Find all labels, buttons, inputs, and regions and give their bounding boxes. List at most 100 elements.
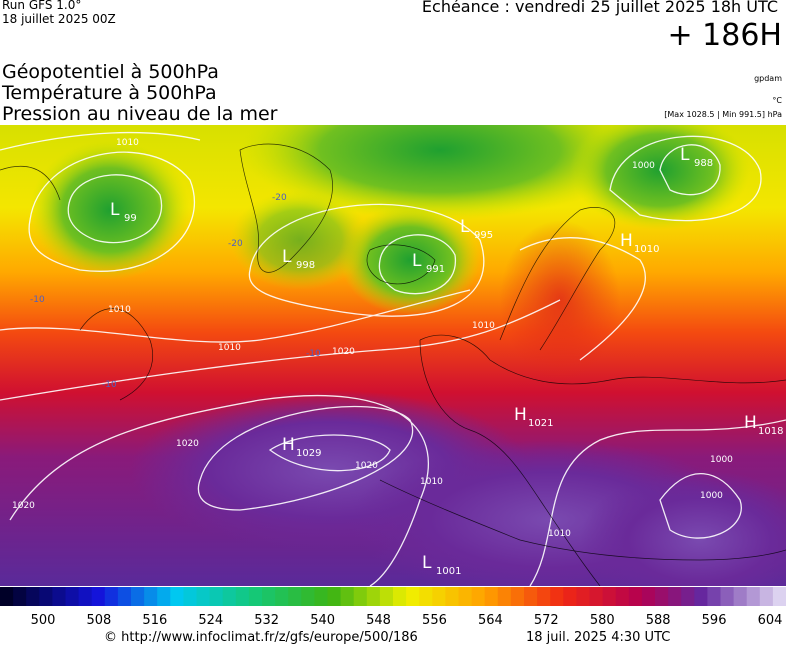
source-link: © http://www.infoclimat.fr/z/gfs/europe/… [104,630,418,645]
unit-temp: °C [772,96,782,105]
colorbar-swatch [406,587,420,606]
colorbar-swatch [432,587,446,606]
colorbar-swatch [772,587,786,606]
colorbar-swatch [301,587,315,606]
isobar-label: 1020 [332,347,355,357]
center-letter: H [514,405,527,425]
temperature-label: -10 [102,380,117,390]
colorbar-swatch [563,587,577,606]
colorbar-swatch [353,587,368,606]
isobar-label: 1010 [116,138,139,148]
colorbar-swatch [393,587,407,606]
colorbar-swatch [183,587,197,606]
scale-label: 500 [31,613,56,628]
colorbar-swatch [458,587,473,606]
scale-label: 516 [142,613,167,628]
colorbar-swatch [65,587,80,606]
colorbar-swatch [550,587,564,606]
colorbar-swatch [222,587,237,606]
isobar-label: 1010 [420,477,443,487]
pressure-center: L 1001 [422,553,461,577]
scale-label: 572 [534,613,559,628]
center-letter: L [422,553,432,573]
colorbar-swatch [681,587,695,606]
center-letter: L [282,247,292,267]
isobar-label: 1010 [218,343,241,353]
colorbar-swatch [26,587,40,606]
center-pressure: 988 [694,158,713,169]
colorbar-swatch [379,587,394,606]
pressure-center: L 991 [412,251,445,275]
colorbar: 500 508 516 524 532 540 548 556 564 572 580 588 596 6… [0,587,786,628]
center-letter: L [412,251,422,271]
colorbar-swatch [694,587,708,606]
center-pressure: 995 [474,230,493,241]
pressure-center: L 998 [282,247,315,271]
temperature-label: -20 [272,193,287,203]
colorbar-swatch [471,587,486,606]
colorbar-swatch [196,587,211,606]
colorbar-swatch [209,587,224,606]
colorbar-swatch [262,587,276,606]
colorbar-swatch [746,587,761,606]
center-pressure: 998 [296,260,315,271]
isobar-label: 1010 [548,529,571,539]
colorbar-swatch [0,587,14,606]
colorbar-swatch [91,587,106,606]
colorbar-swatch [288,587,302,606]
colorbar-swatch [78,587,93,606]
isobar-label: 1020 [12,501,35,511]
isobar-label: 1000 [700,491,723,501]
colorbar-swatch [720,587,735,606]
center-letter: H [620,231,633,251]
map-field [0,125,786,586]
lead-time: + 186H [667,18,783,53]
colorbar-swatch [497,587,512,606]
pressure-center: L 99 [110,200,137,224]
temperature-label: -10 [306,349,321,359]
scale-label: 556 [422,613,447,628]
colorbar-swatch [641,587,656,606]
colorbar-swatch [314,587,328,606]
colorbar-swatch [628,587,643,606]
colorbar-swatch [759,587,774,606]
colorbar-swatch [615,587,630,606]
colorbar-swatch [484,587,499,606]
scale-label: 588 [646,613,671,628]
center-letter: H [282,435,295,455]
colorbar-swatch [576,587,590,606]
scale-label: 580 [590,613,615,628]
field-2: Température à 500hPa [2,82,217,104]
center-pressure: 1010 [634,244,659,255]
colorbar-swatch [144,587,158,606]
isobar-label: 1010 [472,321,495,331]
pressure-center: H 1010 [620,231,659,255]
colorbar-swatch [366,587,381,606]
colorbar-swatch [13,587,27,606]
colorbar-swatch [235,587,250,606]
center-pressure: 1029 [296,448,321,459]
colorbar-swatch [170,587,184,606]
colorbar-swatch [655,587,669,606]
colorbar-swatch [510,587,525,606]
colorbar-swatch [131,587,145,606]
run-label: Run GFS 1.0° [2,0,82,12]
scale-label: 564 [478,613,503,628]
pressure-center: H 1021 [514,405,553,429]
scale-label: 548 [366,613,391,628]
colorbar-swatch [157,587,171,606]
isobar-label: 1020 [355,461,378,471]
colorbar-swatch [340,587,355,606]
colorbar-swatch [39,587,53,606]
colorbar-swatch [275,587,289,606]
generated-time: 18 juil. 2025 4:30 UTC [526,630,671,645]
temperature-label: -20 [228,239,243,249]
center-letter: L [110,200,120,220]
center-pressure: 1021 [528,418,553,429]
isobar-label: 1000 [710,455,733,465]
center-letter: L [680,145,690,165]
colorbar-swatch [104,587,119,606]
scale-label: 508 [87,613,112,628]
